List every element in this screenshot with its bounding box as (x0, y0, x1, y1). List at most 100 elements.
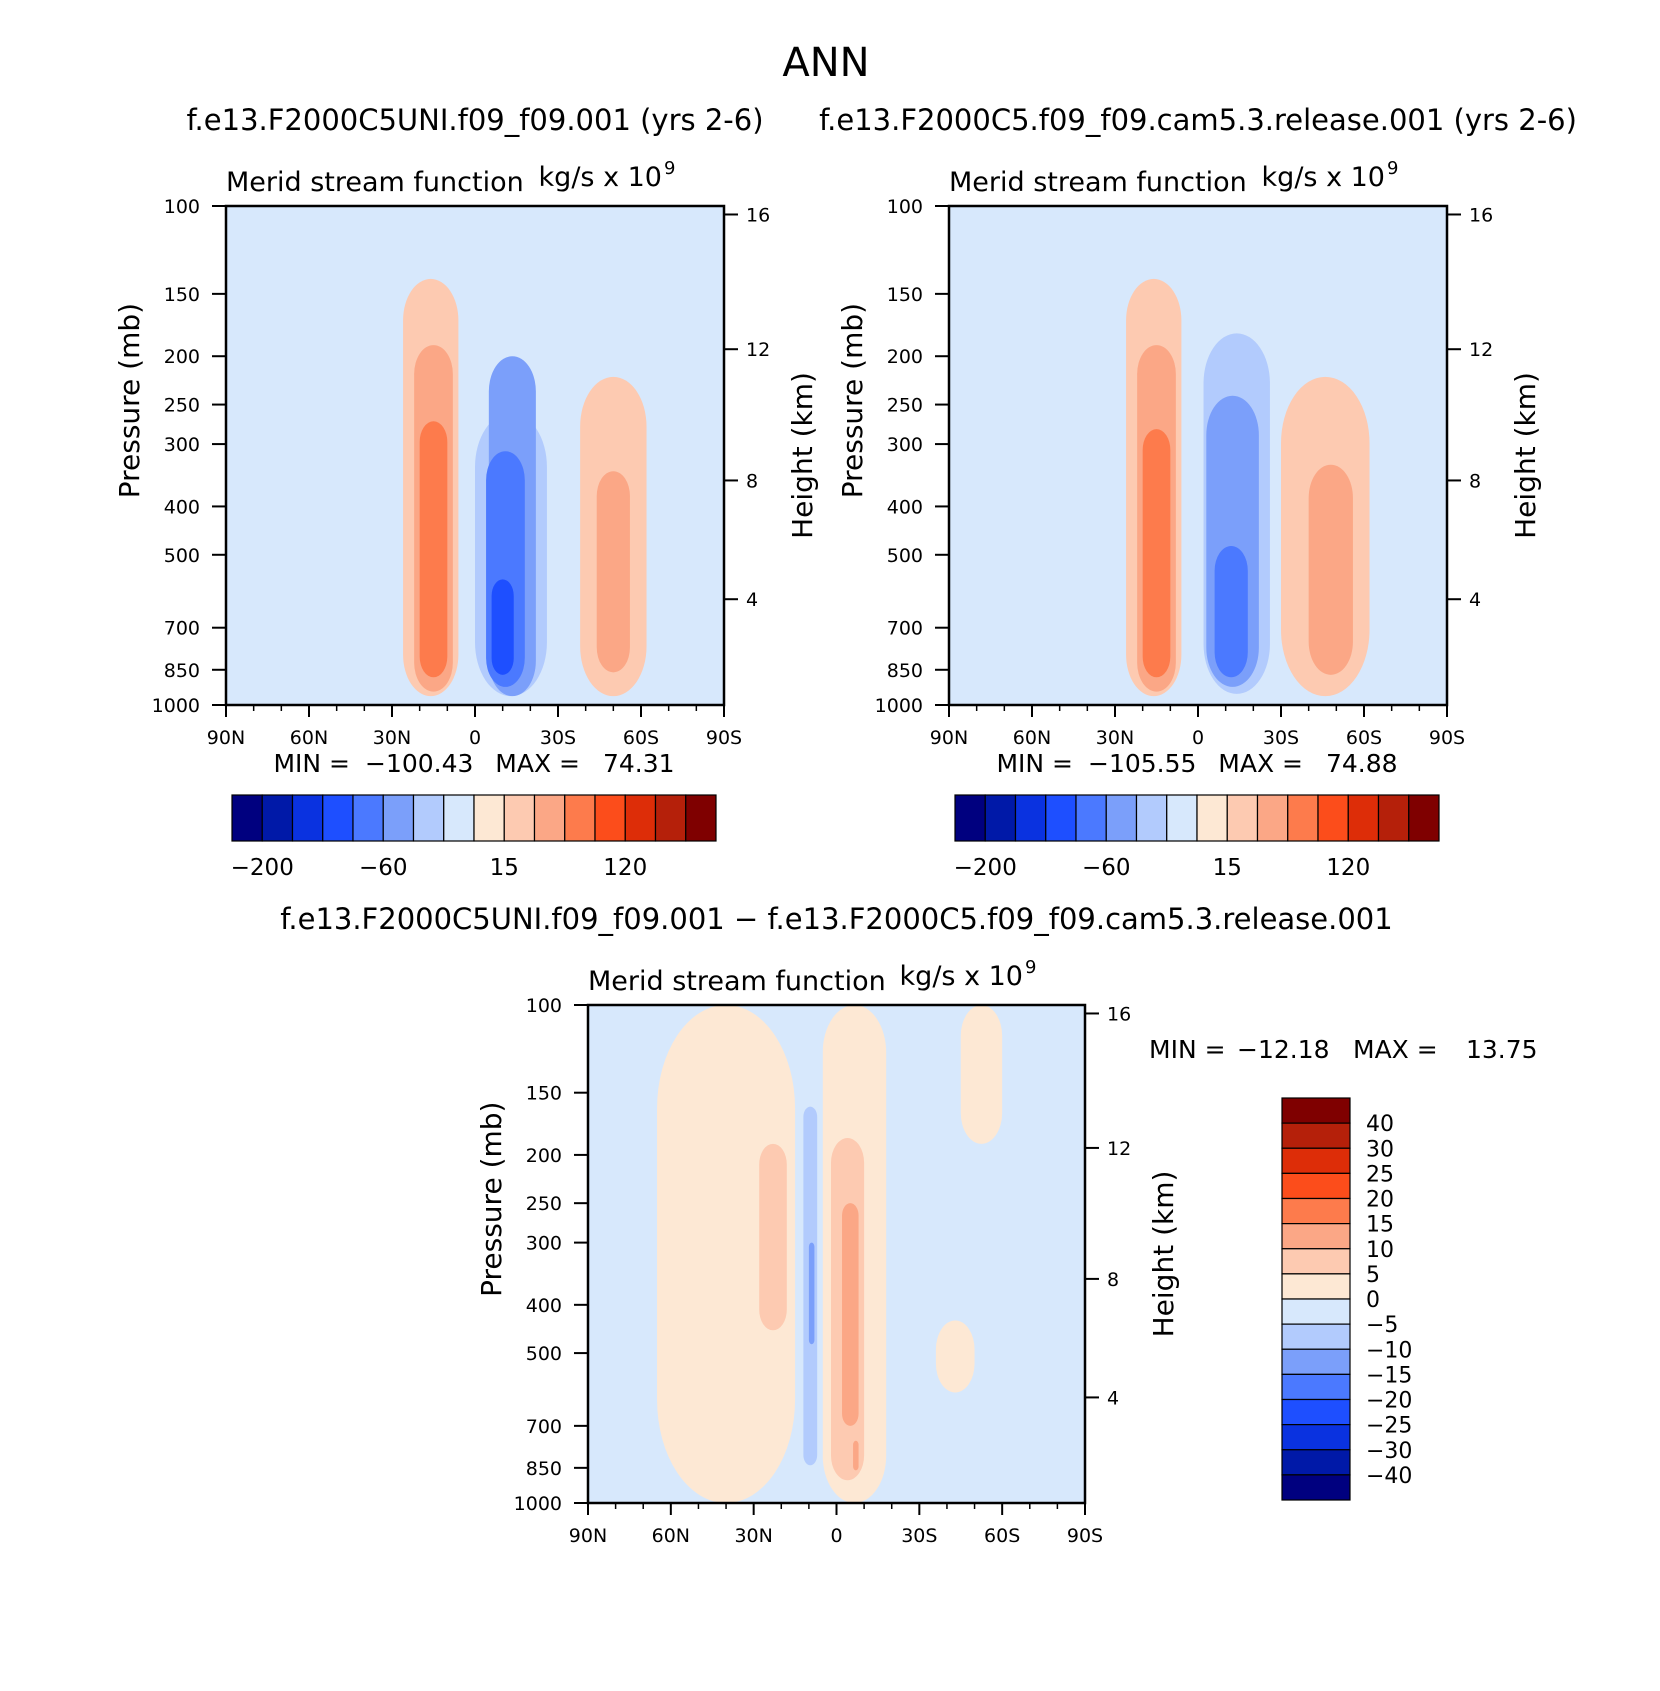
colorbar-label: −60 (1082, 855, 1131, 881)
y-tick-label: 850 (887, 660, 923, 682)
contour-cell (982, 395, 1115, 692)
units-label: kg/s x 10 (539, 162, 662, 193)
colorbar-swatch (685, 794, 717, 842)
units-exponent: 9 (664, 158, 675, 179)
colorbar-swatch (654, 794, 687, 842)
y-axis-label-right: Height (km) (1147, 1171, 1180, 1338)
y-tick-label: 400 (887, 496, 923, 518)
right-tick-label: 8 (1469, 470, 1481, 492)
colorbar-label: 40 (1366, 1112, 1394, 1137)
colorbar-swatch (624, 794, 657, 842)
colorbar-swatch (1377, 794, 1410, 842)
colorbar-label: −40 (1366, 1464, 1412, 1489)
x-tick-label: 60N (290, 727, 328, 749)
colorbar-label: 25 (1366, 1162, 1394, 1187)
max-label: MAX = (1218, 749, 1303, 778)
min-label: MIN = (996, 749, 1073, 778)
y-tick-label: 500 (887, 545, 923, 567)
x-tick-label: 90N (207, 727, 245, 749)
colorbar-label: 120 (1326, 855, 1370, 881)
right-tick-label: 16 (746, 204, 770, 226)
panel-title: f.e13.F2000C5UNI.f09_f09.001 (yrs 2-6) (186, 103, 763, 137)
colorbar-label: 15 (1366, 1213, 1394, 1238)
x-tick-label: 90S (1067, 1525, 1103, 1547)
min-label: MIN = (273, 749, 350, 778)
colorbar-swatch (1105, 794, 1138, 842)
y-tick-label: 200 (526, 1145, 562, 1167)
colorbar-swatch (1045, 794, 1077, 842)
x-tick-label: 30S (540, 727, 576, 749)
contour-cell (842, 1203, 859, 1426)
colorbar-swatch (1317, 794, 1349, 842)
x-tick-label: 30N (734, 1525, 772, 1547)
x-tick-label: 0 (1192, 727, 1204, 749)
colorbar-swatch (1281, 1147, 1351, 1174)
colorbar-swatch (1281, 1248, 1351, 1275)
y-tick-label: 300 (164, 434, 200, 456)
colorbar-swatch (564, 794, 596, 842)
right-tick-label: 16 (1107, 1003, 1131, 1025)
right-tick-label: 4 (746, 589, 758, 611)
contour-cell (596, 471, 630, 673)
colorbar-swatch (1281, 1348, 1351, 1375)
colorbar-swatch (1281, 1323, 1351, 1350)
max-value: 74.88 (1326, 749, 1398, 778)
min-value: −105.55 (1088, 749, 1196, 778)
x-tick-label: 90N (569, 1525, 607, 1547)
contour-cell (419, 421, 448, 678)
colorbar-swatch (1281, 1273, 1351, 1300)
subtitle-left: Merid stream function (588, 966, 886, 997)
contour-cell (1308, 464, 1353, 675)
subtitle-left: Merid stream function (949, 167, 1247, 198)
colorbar-label: 30 (1366, 1137, 1394, 1162)
units-exponent: 9 (1387, 158, 1398, 179)
subtitle-left: Merid stream function (226, 167, 524, 198)
y-tick-label: 250 (887, 395, 923, 417)
y-tick-label: 150 (164, 284, 200, 306)
y-tick-label: 700 (526, 1416, 562, 1438)
y-axis-label-right: Height (km) (786, 372, 819, 539)
colorbar-swatch (1408, 794, 1440, 842)
right-tick-label: 8 (1107, 1269, 1119, 1291)
contour-cell (1142, 429, 1171, 678)
colorbar-label: −20 (1366, 1389, 1412, 1414)
colorbar-label: −200 (231, 855, 294, 881)
colorbar-swatch (382, 794, 415, 842)
colorbar-swatch (984, 794, 1017, 842)
colorbar-label: 20 (1366, 1188, 1394, 1213)
y-tick-label: 700 (887, 618, 923, 640)
chart-panel-3: f.e13.F2000C5UNI.f09_f09.001 − f.e13.F20… (280, 902, 1537, 1547)
right-tick-label: 8 (746, 470, 758, 492)
colorbar-swatch (594, 794, 626, 842)
y-tick-label: 850 (164, 660, 200, 682)
contour-cell (259, 413, 384, 692)
y-tick-label: 250 (526, 1193, 562, 1215)
colorbar-swatch (1281, 1398, 1351, 1426)
y-axis-label: Pressure (mb) (836, 303, 869, 498)
units-label: kg/s x 10 (900, 961, 1023, 992)
y-tick-label: 500 (164, 545, 200, 567)
right-tick-label: 12 (746, 339, 770, 361)
y-tick-label: 1000 (875, 695, 923, 717)
colorbar-swatch (1281, 1122, 1351, 1149)
colorbar-swatch (1281, 1298, 1351, 1325)
contour-cell (935, 1320, 975, 1393)
y-axis-label: Pressure (mb) (475, 1102, 508, 1297)
colorbar: −200 −60 15 120 (954, 794, 1440, 881)
max-value: 13.75 (1466, 1035, 1538, 1064)
colorbar-label: −200 (954, 855, 1017, 881)
colorbar-swatch (352, 794, 384, 842)
colorbar-swatch (1014, 794, 1047, 842)
y-tick-label: 100 (526, 995, 562, 1017)
y-axis-label-right: Height (km) (1509, 372, 1542, 539)
colorbar-swatch (322, 794, 354, 842)
units-exponent: 9 (1025, 957, 1036, 978)
colorbar-label: −60 (359, 855, 408, 881)
x-tick-label: 30N (373, 727, 411, 749)
colorbar-swatch (1281, 1172, 1351, 1200)
colorbar-swatch (533, 794, 566, 842)
contour-cell (657, 1005, 796, 1503)
x-tick-label: 90S (706, 727, 742, 749)
